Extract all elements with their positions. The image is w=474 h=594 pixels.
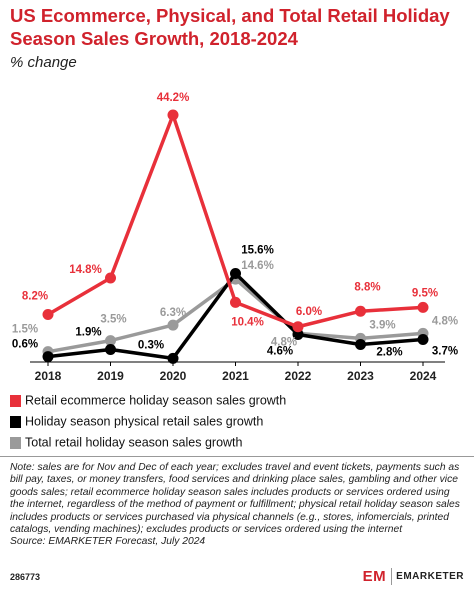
data-label: 4.6% [267, 346, 293, 358]
source: Source: EMARKETER Forecast, July 2024 [10, 536, 206, 548]
notes: Note: sales are for Nov and Dec of each … [10, 462, 462, 549]
data-label: 3.9% [369, 319, 395, 331]
data-label: 2.8% [376, 347, 402, 359]
data-label: 44.2% [157, 92, 190, 104]
point [167, 352, 179, 364]
data-label: 0.3% [138, 339, 164, 351]
point [355, 338, 366, 350]
data-label: 14.6% [241, 260, 274, 272]
point [42, 351, 54, 363]
brand: EM EMARKETER [363, 568, 464, 585]
point [105, 335, 116, 347]
legend-swatch [10, 416, 21, 428]
data-label: 10.4% [231, 316, 264, 328]
data-label: 9.5% [412, 287, 438, 299]
divider [0, 456, 474, 457]
data-label: 4.8% [271, 336, 297, 348]
point [417, 333, 429, 345]
data-label: 0.6% [12, 339, 38, 351]
brand-name: EMARKETER [396, 571, 464, 582]
x-tick-label: 2021 [222, 369, 249, 383]
legend-label: Retail ecommerce holiday season sales gr… [25, 393, 286, 407]
point [42, 309, 54, 321]
point [355, 305, 366, 317]
data-label: 6.0% [296, 306, 322, 318]
chart-subtitle: % change [10, 54, 77, 71]
legend-label: Holiday season physical retail sales gro… [25, 414, 263, 428]
data-label: 4.8% [432, 315, 458, 327]
x-tick-label: 2023 [347, 369, 374, 383]
chart-id: 286773 [10, 572, 41, 582]
data-label: 8.2% [22, 291, 48, 303]
data-label: 6.3% [160, 307, 186, 319]
legend-swatch [10, 395, 21, 407]
point [230, 296, 241, 308]
series-line [47, 113, 424, 329]
point [167, 109, 179, 121]
x-tick-label: 2020 [160, 369, 187, 383]
point [167, 319, 179, 331]
logo: EM [363, 568, 393, 585]
legend-label: Total retail holiday season sales growth [25, 435, 243, 449]
chart: 2018 2019 2020 2021 2022 2023 2024 8.2% 14.8% 44.… [10, 92, 458, 449]
legend-swatch [10, 437, 21, 449]
point [230, 268, 241, 280]
point [105, 343, 116, 355]
chart-title: US Ecommerce, Physical, and Total Retail… [10, 5, 450, 49]
point [417, 301, 429, 313]
data-label: 1.5% [12, 324, 38, 336]
point [292, 321, 304, 333]
x-tick-label: 2019 [97, 369, 124, 383]
point [292, 329, 304, 341]
note: Note: sales are for Nov and Dec of each … [10, 462, 460, 536]
x-tick-label: 2024 [410, 369, 437, 383]
data-label: 1.9% [75, 326, 101, 338]
data-label: 3.5% [100, 314, 126, 326]
x-tick-label: 2022 [285, 369, 312, 383]
data-label: 15.6% [241, 245, 274, 257]
data-label: 3.7% [432, 346, 458, 358]
data-label: 14.8% [69, 264, 102, 276]
data-label: 8.8% [354, 281, 380, 293]
point [105, 272, 116, 284]
x-tick-label: 2018 [35, 369, 62, 383]
